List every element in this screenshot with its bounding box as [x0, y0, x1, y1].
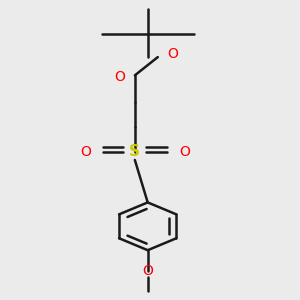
Text: S: S	[129, 144, 140, 159]
Text: O: O	[80, 145, 91, 159]
Text: O: O	[179, 145, 190, 159]
Text: O: O	[142, 264, 153, 278]
Text: O: O	[115, 70, 126, 84]
Text: O: O	[167, 47, 178, 61]
